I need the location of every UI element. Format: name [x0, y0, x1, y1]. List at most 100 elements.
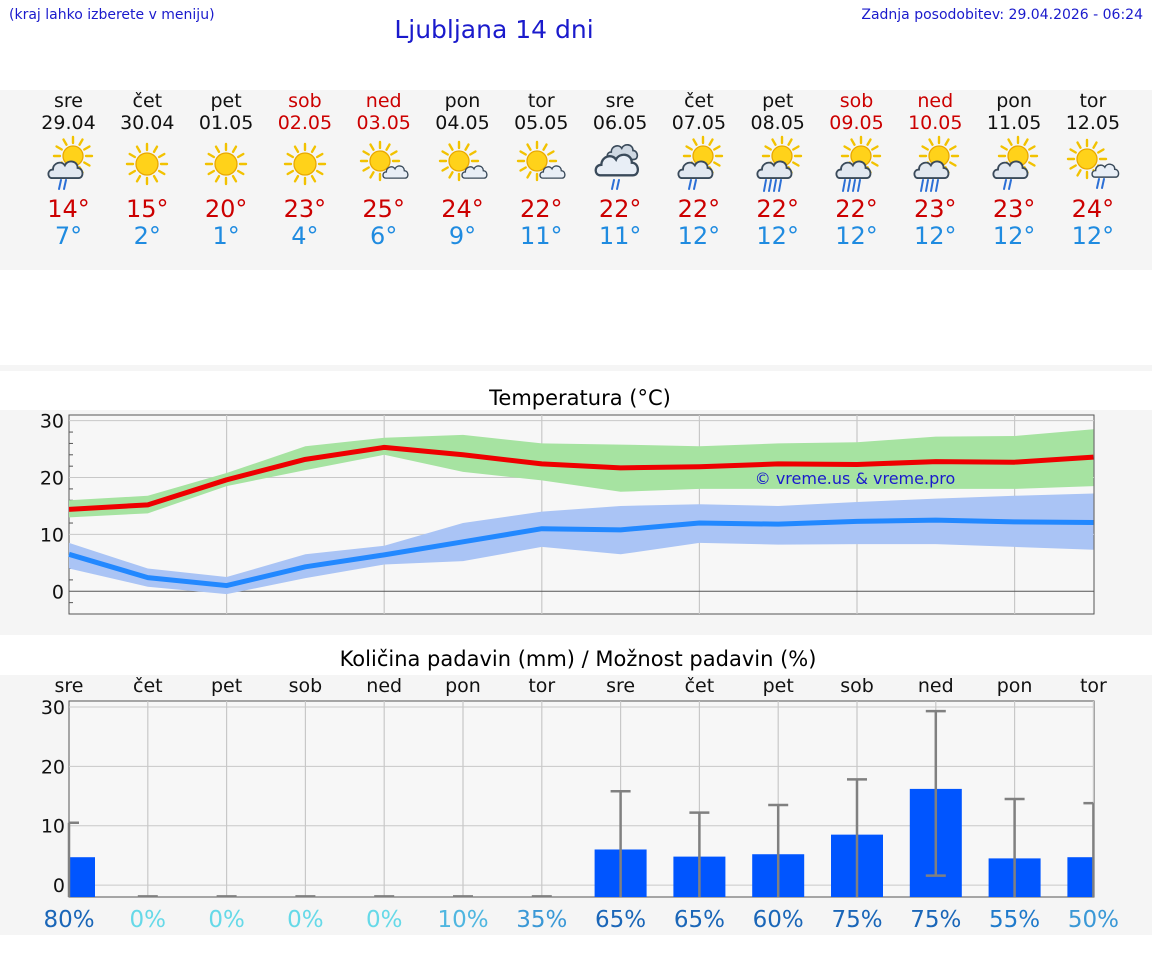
y-tick-label: 0 — [52, 581, 64, 603]
temp-max: 22° — [598, 195, 642, 223]
max-temp-line — [68, 444, 1094, 512]
sun-icon — [283, 142, 327, 186]
day-column: pon 11.05 23° 12° — [975, 90, 1054, 250]
day-axis-label: sre — [606, 675, 635, 697]
sun-icon — [126, 142, 169, 186]
temp-max: 25° — [362, 195, 405, 223]
precip-chance-label: 60% — [753, 907, 804, 933]
y-tick-label: 0 — [53, 875, 65, 897]
temperature-chart-title: Temperatura (°C) — [489, 386, 671, 410]
precip-chance-label: 75% — [910, 907, 961, 933]
temp-min: 1° — [212, 222, 240, 250]
sun-icon — [204, 142, 248, 186]
min-temp-line — [68, 517, 1094, 589]
sun-cloud-rain-icon — [677, 135, 724, 190]
sun-cloud-heavy-rain-icon — [913, 135, 960, 192]
precip-chance-label: 65% — [674, 907, 725, 933]
day-date: 11.05 — [986, 112, 1042, 134]
day-name: pet — [762, 90, 794, 112]
sun-small-cloud-icon — [438, 140, 488, 182]
temp-min: 12° — [677, 222, 721, 250]
daily-forecast-strip: sre 29.04 14° 7° čet 30.04 15° 2° pet 01.05 20° 1° s… — [0, 90, 1152, 270]
temp-min: 9° — [448, 222, 477, 250]
precipitation-chart-title: Količina padavin (mm) / Možnost padavin … — [339, 647, 817, 671]
temp-min: 12° — [756, 222, 799, 250]
cloud-rain-icon — [594, 144, 640, 190]
day-column: sob 09.05 22° 12° — [817, 90, 896, 250]
temp-min: 11° — [520, 222, 563, 250]
day-column: pon 04.05 24° 9° — [423, 90, 502, 250]
day-axis-label: pon — [997, 675, 1033, 697]
precip-chance-label: 0% — [287, 907, 324, 933]
day-axis-label: čet — [685, 675, 715, 697]
day-date: 09.05 — [829, 112, 884, 134]
day-date: 30.04 — [120, 112, 175, 134]
day-axis-label: sob — [289, 675, 323, 697]
day-axis-label: pet — [763, 675, 794, 697]
y-tick-label: 10 — [40, 524, 64, 546]
day-column: pet 08.05 22° 12° — [738, 90, 817, 250]
day-column: pet 01.05 20° 1° — [187, 90, 266, 250]
precip-chance-label: 0% — [130, 907, 167, 933]
day-name: čet — [132, 90, 163, 112]
day-name: ned — [365, 90, 402, 112]
sun-cloud-heavy-rain-icon — [834, 135, 881, 192]
day-axis-label: ned — [366, 675, 402, 697]
day-name: pet — [210, 90, 242, 112]
day-column: tor 05.05 22° 11° — [502, 90, 581, 250]
day-column: čet 07.05 22° 12° — [659, 90, 738, 250]
day-axis-label: sob — [840, 675, 874, 697]
day-date: 04.05 — [435, 112, 490, 134]
location-hint-link[interactable]: (kraj lahko izberete v meniju) — [9, 7, 215, 23]
day-date: 12.05 — [1065, 112, 1121, 134]
y-tick-label: 10 — [41, 816, 65, 838]
day-axis-label: sre — [55, 675, 84, 697]
precip-chance-label: 35% — [516, 907, 567, 933]
sun-cloud-heavy-rain-icon — [756, 135, 802, 192]
y-tick-label: 30 — [41, 697, 65, 719]
temp-max: 14° — [47, 195, 90, 223]
day-axis-label: ned — [918, 675, 954, 697]
temp-max: 22° — [677, 195, 721, 223]
temp-min: 12° — [992, 222, 1036, 250]
temp-min: 12° — [835, 222, 878, 250]
day-name: sob — [288, 90, 322, 112]
max-range-band — [69, 429, 1094, 518]
day-column: sre 29.04 14° 7° — [29, 90, 108, 250]
min-range-band — [69, 493, 1094, 595]
temp-max: 23° — [283, 195, 327, 223]
watermark: © vreme.us & vreme.pro — [755, 469, 956, 488]
day-date: 01.05 — [198, 112, 254, 134]
day-column: ned 03.05 25° 6° — [344, 90, 423, 250]
sun-small-cloud-icon — [359, 140, 409, 182]
precip-chance-label: 55% — [989, 907, 1040, 933]
precip-chance-label: 50% — [1068, 907, 1119, 933]
day-name: pon — [996, 90, 1032, 112]
temp-min: 11° — [598, 222, 642, 250]
temp-min: 2° — [133, 222, 161, 250]
day-axis-label: tor — [1080, 675, 1107, 697]
precip-chance-label: 75% — [831, 907, 882, 933]
day-date: 10.05 — [908, 112, 963, 134]
precip-chance-label: 80% — [43, 907, 94, 933]
day-axis-label: pet — [211, 675, 242, 697]
day-name: tor — [1079, 90, 1107, 112]
temp-min: 12° — [914, 222, 957, 250]
temp-max: 24° — [1071, 195, 1115, 223]
precip-chance-label: 0% — [366, 907, 403, 933]
day-column: čet 30.04 15° 2° — [108, 90, 187, 250]
y-tick-label: 30 — [40, 411, 64, 433]
temp-max: 22° — [756, 195, 799, 223]
y-tick-label: 20 — [40, 468, 64, 490]
day-date: 03.05 — [356, 112, 411, 134]
day-column: sob 02.05 23° 4° — [265, 90, 344, 250]
day-date: 06.05 — [592, 112, 648, 134]
y-tick-label: 20 — [41, 756, 65, 778]
precip-bar — [69, 857, 95, 897]
sun-cloud-rain-icon — [46, 135, 93, 190]
precip-bar — [1067, 857, 1094, 897]
temp-max: 15° — [126, 195, 169, 223]
day-name: sre — [54, 90, 83, 112]
day-name: pon — [444, 90, 481, 112]
